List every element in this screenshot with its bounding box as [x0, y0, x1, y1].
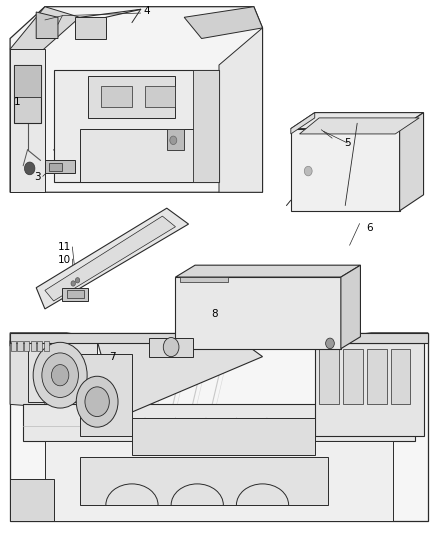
Polygon shape — [149, 338, 193, 357]
Polygon shape — [36, 12, 58, 38]
Polygon shape — [80, 354, 132, 436]
Polygon shape — [23, 405, 415, 441]
Polygon shape — [45, 216, 176, 301]
Polygon shape — [10, 333, 428, 343]
Polygon shape — [49, 163, 62, 171]
Polygon shape — [291, 112, 315, 134]
Circle shape — [42, 353, 78, 398]
Polygon shape — [28, 341, 97, 402]
Polygon shape — [399, 112, 424, 211]
Text: 8: 8 — [212, 309, 218, 319]
Polygon shape — [176, 277, 341, 349]
Polygon shape — [45, 160, 75, 173]
Polygon shape — [14, 65, 41, 123]
Polygon shape — [291, 128, 399, 211]
Circle shape — [170, 136, 177, 144]
Polygon shape — [180, 277, 228, 282]
Polygon shape — [315, 343, 424, 436]
Text: 11: 11 — [58, 242, 71, 252]
Text: 4: 4 — [144, 6, 151, 16]
Polygon shape — [341, 265, 360, 349]
Circle shape — [325, 338, 334, 349]
Polygon shape — [132, 418, 315, 455]
Polygon shape — [53, 70, 219, 182]
Circle shape — [75, 278, 80, 283]
Text: 1: 1 — [14, 97, 20, 107]
Polygon shape — [184, 7, 262, 38]
Polygon shape — [10, 479, 53, 521]
Polygon shape — [367, 349, 387, 405]
Text: 6: 6 — [366, 223, 372, 233]
Polygon shape — [10, 49, 45, 192]
Polygon shape — [44, 341, 49, 351]
Polygon shape — [319, 349, 339, 405]
Polygon shape — [14, 65, 41, 97]
Polygon shape — [300, 118, 419, 134]
Text: 7: 7 — [109, 352, 116, 361]
Polygon shape — [97, 341, 262, 418]
Circle shape — [163, 337, 179, 357]
Polygon shape — [24, 341, 29, 351]
Circle shape — [51, 365, 69, 386]
Polygon shape — [75, 17, 106, 38]
Polygon shape — [18, 341, 23, 351]
Polygon shape — [37, 341, 42, 351]
Polygon shape — [343, 349, 363, 405]
Polygon shape — [176, 265, 360, 277]
Polygon shape — [10, 333, 132, 346]
Polygon shape — [80, 457, 328, 505]
Polygon shape — [11, 341, 16, 351]
Polygon shape — [10, 7, 262, 192]
Circle shape — [71, 281, 75, 286]
Polygon shape — [36, 208, 188, 309]
Text: 3: 3 — [34, 172, 41, 182]
Polygon shape — [167, 128, 184, 150]
Circle shape — [85, 387, 110, 417]
Circle shape — [25, 162, 35, 175]
Circle shape — [304, 166, 312, 176]
Polygon shape — [45, 441, 393, 521]
Polygon shape — [88, 76, 176, 118]
Polygon shape — [193, 70, 219, 182]
Polygon shape — [284, 333, 428, 343]
Polygon shape — [10, 333, 428, 521]
Polygon shape — [67, 290, 84, 298]
Polygon shape — [219, 28, 262, 192]
Circle shape — [76, 376, 118, 427]
Polygon shape — [10, 341, 45, 407]
Text: 5: 5 — [344, 138, 351, 148]
Polygon shape — [291, 112, 424, 128]
Polygon shape — [80, 128, 210, 182]
Polygon shape — [102, 86, 132, 108]
Text: 10: 10 — [58, 255, 71, 264]
Polygon shape — [10, 7, 80, 60]
Polygon shape — [391, 349, 410, 405]
Circle shape — [33, 342, 87, 408]
Polygon shape — [145, 86, 176, 108]
Polygon shape — [31, 341, 36, 351]
Polygon shape — [62, 288, 88, 301]
